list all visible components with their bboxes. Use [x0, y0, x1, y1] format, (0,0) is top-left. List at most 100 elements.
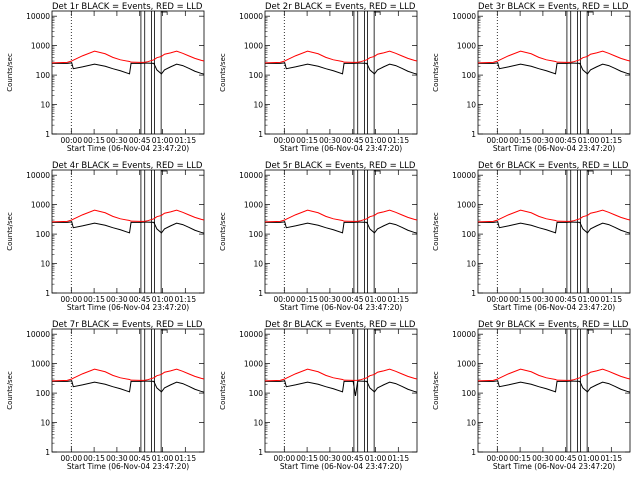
x-tick-label: 00:30 — [532, 295, 554, 304]
x-tick-label: 01:15 — [600, 295, 622, 304]
detector-panel-7: Det 7r BLACK = Events, RED = LLD 1 10 100 10… — [6, 320, 205, 471]
detector-panel-4: Det 4r BLACK = Events, RED = LLD 1 10 100 10… — [6, 161, 205, 312]
plot-frame — [264, 169, 418, 294]
y-tick-label: 10 — [40, 419, 50, 428]
plot-frame — [51, 169, 205, 294]
lld-series-line — [478, 209, 630, 223]
y-tick-label: 1 — [471, 130, 476, 139]
x-tick-label: 01:15 — [387, 454, 409, 463]
step-marker — [587, 170, 594, 174]
y-axis-label: Counts/sec — [432, 212, 440, 251]
x-tick-label: 00:45 — [129, 454, 151, 463]
x-tick-label: 00:15 — [83, 295, 105, 304]
y-tick-label: 10000 — [239, 171, 263, 180]
y-axis-label: Counts/sec — [432, 371, 440, 410]
y-tick-label: 1 — [471, 289, 476, 298]
x-axis-label: Start Time (06-Nov-04 23:47:20) — [67, 303, 189, 312]
events-series-line — [52, 62, 204, 75]
x-tick-label: 01:00 — [365, 454, 387, 463]
y-tick-label: 1 — [258, 448, 263, 457]
x-tick-label: 00:15 — [83, 136, 105, 145]
y-tick-label: 100 — [36, 389, 51, 398]
x-tick-label: 00:45 — [555, 454, 577, 463]
y-tick-label: 10000 — [26, 330, 50, 339]
plot-frame — [477, 10, 631, 135]
y-tick-label: 1 — [45, 130, 50, 139]
x-axis-label: Start Time (06-Nov-04 23:47:20) — [280, 462, 402, 471]
x-axis-label: Start Time (06-Nov-04 23:47:20) — [280, 144, 402, 153]
step-marker — [374, 11, 381, 15]
y-tick-label: 100 — [249, 230, 264, 239]
x-tick-label: 00:15 — [509, 295, 531, 304]
x-tick-label: 00:30 — [319, 136, 341, 145]
y-tick-label: 1000 — [31, 42, 50, 51]
x-tick-label: 01:15 — [387, 295, 409, 304]
y-tick-label: 100 — [36, 71, 51, 80]
x-tick-label: 00:30 — [106, 136, 128, 145]
y-tick-label: 1 — [258, 289, 263, 298]
y-tick-label: 10 — [253, 419, 263, 428]
x-tick-label: 00:00 — [273, 295, 295, 304]
panel-title: Det 1r BLACK = Events, RED = LLD — [52, 2, 203, 12]
y-axis-label: Counts/sec — [6, 371, 14, 410]
x-tick-label: 01:15 — [174, 454, 196, 463]
y-axis-label: Counts/sec — [6, 212, 14, 251]
x-tick-label: 00:00 — [60, 136, 82, 145]
x-tick-label: 00:30 — [532, 136, 554, 145]
events-series-line — [478, 62, 630, 75]
y-tick-label: 100 — [462, 230, 477, 239]
x-tick-label: 00:45 — [342, 136, 364, 145]
x-tick-label: 01:00 — [578, 295, 600, 304]
step-marker — [161, 170, 168, 174]
x-tick-label: 00:30 — [319, 454, 341, 463]
x-tick-label: 01:00 — [152, 295, 174, 304]
step-marker — [587, 11, 594, 15]
x-tick-label: 00:00 — [486, 295, 508, 304]
y-tick-label: 100 — [249, 71, 264, 80]
plot-frame — [477, 328, 631, 453]
y-tick-label: 10000 — [26, 171, 50, 180]
y-tick-label: 10 — [40, 101, 50, 110]
x-axis-label: Start Time (06-Nov-04 23:47:20) — [67, 462, 189, 471]
y-tick-label: 1000 — [31, 201, 50, 210]
y-tick-label: 10 — [253, 101, 263, 110]
step-marker — [587, 329, 594, 333]
events-series-line — [265, 380, 417, 397]
y-tick-label: 10 — [466, 101, 476, 110]
detector-panel-2: Det 2r BLACK = Events, RED = LLD 1 10 100 10… — [219, 2, 418, 153]
x-tick-label: 00:15 — [296, 295, 318, 304]
y-axis-label: Counts/sec — [432, 53, 440, 92]
panel-title: Det 6r BLACK = Events, RED = LLD — [478, 161, 629, 171]
y-tick-label: 1 — [45, 448, 50, 457]
x-tick-label: 00:15 — [509, 136, 531, 145]
y-tick-label: 100 — [249, 389, 264, 398]
x-tick-label: 01:00 — [365, 136, 387, 145]
x-tick-label: 00:45 — [129, 295, 151, 304]
events-series-line — [265, 62, 417, 75]
y-axis-label: Counts/sec — [219, 371, 227, 410]
step-marker — [374, 329, 381, 333]
detector-panel-8: Det 8r BLACK = Events, RED = LLD 1 10 100 10… — [219, 320, 418, 471]
y-tick-label: 1000 — [31, 360, 50, 369]
y-tick-label: 10000 — [452, 330, 476, 339]
x-tick-label: 00:15 — [83, 454, 105, 463]
plot-frame — [477, 169, 631, 294]
x-tick-label: 00:15 — [509, 454, 531, 463]
x-tick-label: 01:00 — [578, 454, 600, 463]
y-axis-label: Counts/sec — [219, 212, 227, 251]
x-tick-label: 00:30 — [532, 454, 554, 463]
y-tick-label: 100 — [462, 71, 477, 80]
x-tick-label: 01:15 — [600, 136, 622, 145]
x-tick-label: 00:00 — [60, 454, 82, 463]
x-tick-label: 00:00 — [273, 454, 295, 463]
y-tick-label: 1 — [258, 130, 263, 139]
detector-panel-1: Det 1r BLACK = Events, RED = LLD 1 10 100 10… — [6, 2, 205, 153]
x-axis-label: Start Time (06-Nov-04 23:47:20) — [493, 144, 615, 153]
y-tick-label: 10 — [466, 260, 476, 269]
x-tick-label: 01:00 — [152, 454, 174, 463]
x-tick-label: 00:45 — [129, 136, 151, 145]
x-tick-label: 01:15 — [174, 136, 196, 145]
x-tick-label: 00:45 — [342, 454, 364, 463]
lld-series-line — [265, 209, 417, 223]
y-tick-label: 10000 — [26, 12, 50, 21]
